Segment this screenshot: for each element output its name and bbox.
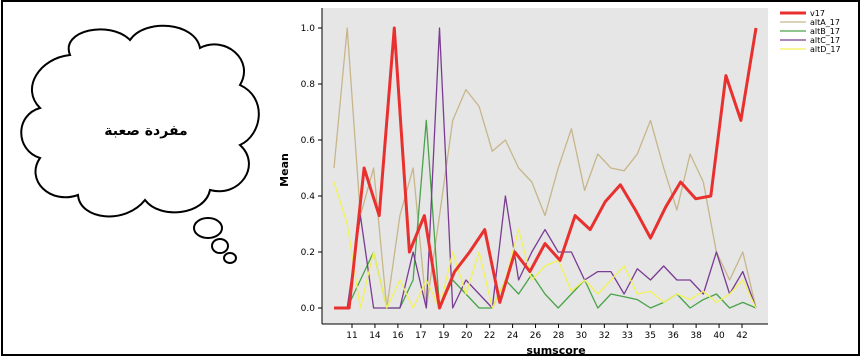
series-line-alta-17 [333,27,757,309]
legend-label: altA_17 [810,18,840,27]
callout-text: مفردة صعبة [104,123,187,139]
x-tick-label: 17 [415,331,426,341]
x-axis-label: sumscore [526,344,585,357]
y-tick-label: 0.0 [301,304,316,314]
y-axis-label: Mean [278,153,291,187]
series-lines [333,26,758,310]
x-tick-label: 38 [690,331,702,341]
y-tick-label: 0.6 [301,136,316,146]
x-tick-label: 33 [622,331,633,341]
x-tick-label: 26 [530,331,542,341]
y-ticks: 0.0 0.2 0.4 0.6 0.8 1.0 [301,24,322,314]
x-tick-label: 36 [667,331,679,341]
y-tick-label: 0.8 [301,80,316,90]
x-tick-label: 35 [645,331,656,341]
series-line-altb-17 [334,119,757,309]
x-tick-label: 28 [553,331,565,341]
legend-label: altB_17 [810,27,840,36]
legend-label: altD_17 [810,45,841,54]
x-tick-label: 11 [346,331,357,341]
x-tick-label: 30 [576,331,588,341]
x-tick-label: 19 [438,331,450,341]
y-tick-label: 1.0 [301,24,316,34]
x-tick-label: 24 [507,331,519,341]
x-tick-label: 16 [392,331,404,341]
legend-label: v17 [810,9,825,18]
x-ticks: 11 14 16 17 19 20 22 24 26 28 30 32 33 35 36 38 40 42 [346,324,748,341]
x-tick-label: 20 [461,331,473,341]
y-tick-label: 0.4 [301,192,316,202]
line-chart: 0.0 0.2 0.4 0.6 0.8 1.0 11 14 16 17 19 20 22 24 26 28 3… [278,8,841,357]
thought-bubble: مفردة صعبة [20,24,260,264]
legend-label: altC_17 [810,36,840,45]
x-tick-label: 40 [713,331,725,341]
x-tick-label: 14 [369,331,381,341]
x-tick-label: 42 [736,331,747,341]
series-line-altd-17 [333,181,757,309]
y-tick-label: 0.2 [301,248,315,258]
x-tick-label: 22 [484,331,495,341]
series-line-v17 [334,26,758,310]
plot-background [322,8,768,324]
x-tick-label: 32 [599,331,610,341]
